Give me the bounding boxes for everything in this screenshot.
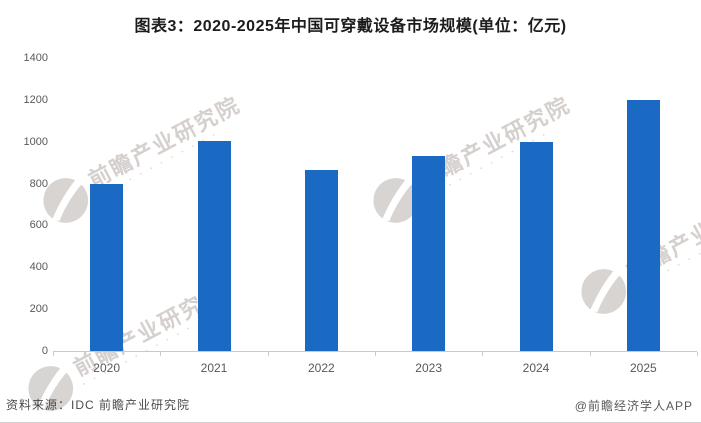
x-axis-tick-mark	[589, 352, 591, 356]
x-axis-tick-mark	[53, 352, 54, 356]
x-axis-tick-mark	[697, 352, 698, 356]
source-label: 资料来源：IDC 前瞻产业研究院	[6, 398, 191, 412]
x-axis-tick-label: 2022	[307, 361, 335, 375]
chart-title: 图表3：2020-2025年中国可穿戴设备市场规模(单位：亿元)	[134, 18, 567, 35]
bar-2022	[304, 169, 338, 351]
y-axis-tick-label: 1400	[23, 52, 48, 64]
y-axis-tick-label: 200	[29, 303, 48, 316]
bar-2025	[626, 99, 660, 351]
x-axis-tick-mark	[375, 352, 376, 356]
bar-2023	[412, 156, 446, 351]
x-axis-tick-label: 2020	[93, 361, 121, 375]
y-axis-tick-label: 400	[29, 261, 48, 274]
x-axis-tick-label: 2025	[629, 361, 657, 375]
y-axis-tick-label: 0	[41, 345, 48, 357]
x-axis-tick-mark	[160, 352, 162, 356]
bar-2021	[197, 140, 231, 351]
y-axis-tick-label: 1000	[23, 135, 48, 148]
x-axis-tick-label: 2024	[522, 361, 550, 375]
watermark-subtext: ▪ ▪ ▪ ▪ ▪ ▪ ▪ ▪ ▪ ▪ ▪ ▪	[427, 130, 550, 200]
credit-label: @前瞻经济学人APP	[574, 399, 693, 413]
x-axis-tick-mark	[267, 352, 269, 356]
bar-2024	[519, 141, 553, 351]
x-axis-tick-label: 2021	[200, 361, 228, 375]
y-axis-tick-label: 800	[29, 177, 48, 190]
y-axis-tick-label: 1200	[23, 93, 48, 106]
bar-2020	[90, 183, 124, 351]
x-axis-tick-mark	[482, 352, 484, 356]
x-axis-line	[53, 351, 697, 352]
y-axis-tick-label: 600	[29, 219, 48, 232]
x-axis-tick-label: 2023	[415, 361, 443, 375]
